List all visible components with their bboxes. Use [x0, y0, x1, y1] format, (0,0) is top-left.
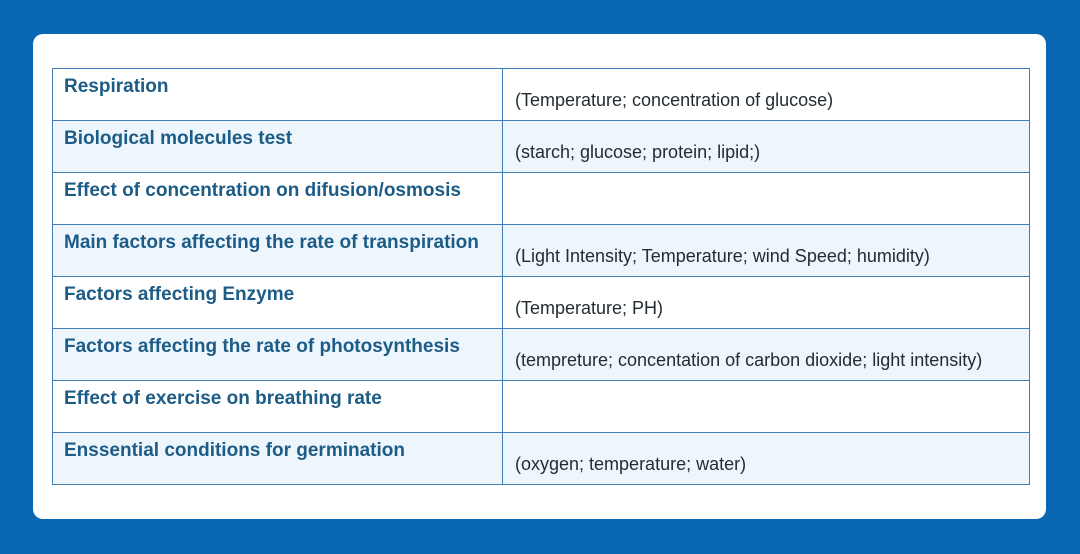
- table-row: Respiration (Temperature; concentration …: [52, 68, 1030, 121]
- topic-cell: Respiration: [52, 68, 503, 121]
- table-row: Effect of concentration on difusion/osmo…: [52, 172, 1030, 225]
- experiments-table: Respiration (Temperature; concentration …: [52, 68, 1030, 485]
- factors-cell: (Light Intensity; Temperature; wind Spee…: [502, 224, 1030, 277]
- topic-cell: Factors affecting the rate of photosynth…: [52, 328, 503, 381]
- factors-cell: [502, 172, 1030, 225]
- factors-cell: (Temperature; concentration of glucose): [502, 68, 1030, 121]
- table-row: Effect of exercise on breathing rate: [52, 380, 1030, 433]
- factors-cell: (Temperature; PH): [502, 276, 1030, 329]
- topic-cell: Biological molecules test: [52, 120, 503, 173]
- topic-cell: Effect of exercise on breathing rate: [52, 380, 503, 433]
- table-row: Biological molecules test (starch; gluco…: [52, 120, 1030, 173]
- factors-cell: (starch; glucose; protein; lipid;): [502, 120, 1030, 173]
- table-row: Enssential conditions for germination (o…: [52, 432, 1030, 485]
- topic-cell: Enssential conditions for germination: [52, 432, 503, 485]
- factors-cell: (tempreture; concentation of carbon diox…: [502, 328, 1030, 381]
- factors-cell: (oxygen; temperature; water): [502, 432, 1030, 485]
- content-card: Respiration (Temperature; concentration …: [33, 34, 1046, 519]
- topic-cell: Effect of concentration on difusion/osmo…: [52, 172, 503, 225]
- table-row: Main factors affecting the rate of trans…: [52, 224, 1030, 277]
- table-row: Factors affecting the rate of photosynth…: [52, 328, 1030, 381]
- table-row: Factors affecting Enzyme (Temperature; P…: [52, 276, 1030, 329]
- factors-cell: [502, 380, 1030, 433]
- topic-cell: Main factors affecting the rate of trans…: [52, 224, 503, 277]
- topic-cell: Factors affecting Enzyme: [52, 276, 503, 329]
